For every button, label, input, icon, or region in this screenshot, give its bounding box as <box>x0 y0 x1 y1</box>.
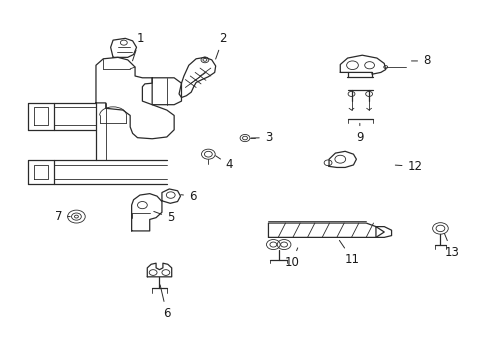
Text: 12: 12 <box>395 160 422 173</box>
Text: 10: 10 <box>285 248 299 269</box>
Text: 8: 8 <box>412 54 430 67</box>
Text: 3: 3 <box>251 131 272 144</box>
Text: 6: 6 <box>160 285 171 320</box>
Text: 13: 13 <box>444 234 460 259</box>
Text: 7: 7 <box>54 210 70 223</box>
Text: 6: 6 <box>181 190 196 203</box>
Text: 2: 2 <box>216 32 227 59</box>
Text: 1: 1 <box>132 32 144 61</box>
Text: 9: 9 <box>356 123 364 144</box>
Text: 4: 4 <box>216 156 233 171</box>
Text: 5: 5 <box>154 211 174 224</box>
Text: 11: 11 <box>340 240 360 266</box>
